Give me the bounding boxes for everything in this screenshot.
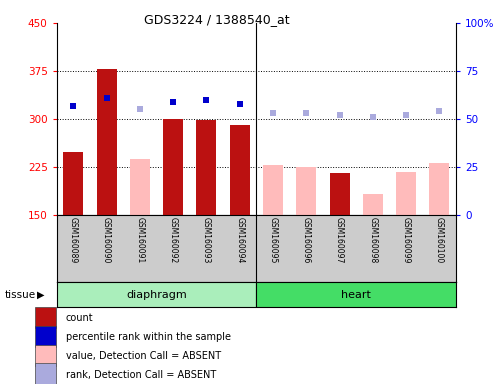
Bar [35, 326, 56, 347]
Point [402, 112, 410, 118]
Text: GSM160092: GSM160092 [169, 217, 177, 263]
Bar [196, 120, 216, 215]
Text: GSM160095: GSM160095 [269, 217, 278, 263]
Point [169, 99, 177, 105]
Text: percentile rank within the sample: percentile rank within the sample [66, 332, 231, 342]
Text: GSM160100: GSM160100 [435, 217, 444, 263]
Text: GSM160094: GSM160094 [235, 217, 244, 263]
Text: GSM160096: GSM160096 [302, 217, 311, 263]
Bar [363, 194, 383, 215]
Point [136, 106, 144, 113]
Point [302, 110, 310, 116]
Bar [396, 172, 416, 215]
Text: count: count [66, 313, 93, 323]
Bar [263, 165, 283, 215]
Text: GSM160097: GSM160097 [335, 217, 344, 263]
Point [236, 101, 244, 107]
Text: GSM160091: GSM160091 [136, 217, 144, 263]
Text: GSM160098: GSM160098 [368, 217, 377, 263]
Text: ▶: ▶ [37, 290, 44, 300]
Point [435, 108, 443, 114]
Bar [330, 174, 350, 215]
Text: GDS3224 / 1388540_at: GDS3224 / 1388540_at [144, 13, 290, 26]
Text: rank, Detection Call = ABSENT: rank, Detection Call = ABSENT [66, 370, 216, 380]
Point [70, 103, 77, 109]
Bar [35, 345, 56, 366]
Point [336, 112, 344, 118]
Point [369, 114, 377, 120]
Bar [130, 159, 150, 215]
Point [269, 110, 277, 116]
Text: GSM160093: GSM160093 [202, 217, 211, 263]
Text: tissue: tissue [5, 290, 36, 300]
Point [203, 97, 211, 103]
Bar [97, 69, 117, 215]
Bar [163, 119, 183, 215]
Text: diaphragm: diaphragm [126, 290, 187, 300]
Bar [429, 162, 450, 215]
Bar [35, 307, 56, 328]
Bar [230, 125, 250, 215]
Point [103, 95, 110, 101]
Text: GSM160099: GSM160099 [402, 217, 411, 263]
Text: heart: heart [341, 290, 371, 300]
Text: GSM160090: GSM160090 [102, 217, 111, 263]
Bar [296, 167, 317, 215]
Text: value, Detection Call = ABSENT: value, Detection Call = ABSENT [66, 351, 221, 361]
Bar [64, 152, 83, 215]
Bar [35, 363, 56, 384]
Text: GSM160089: GSM160089 [69, 217, 78, 263]
